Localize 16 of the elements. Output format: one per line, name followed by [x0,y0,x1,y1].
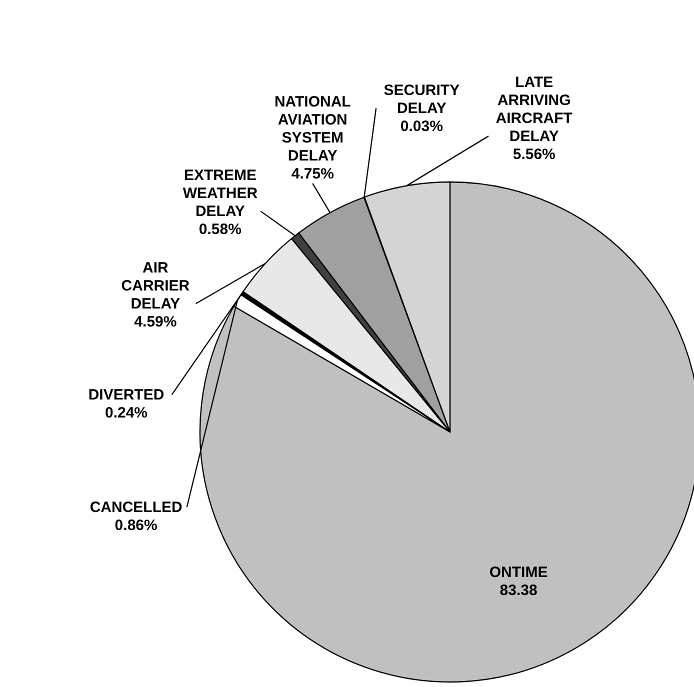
data-label: 4.75% [291,165,334,182]
data-label: 0.24% [104,404,148,422]
slice-label: SECURITY DELAY [384,82,460,118]
slice-label: LATE ARRIVING AIRCRAFT DELAY [496,74,572,146]
slice-label: ONTIME [489,564,548,582]
slice-label: DIVERTED [88,386,164,404]
slice-label: CANCELLED [90,499,182,516]
data-label: 4.59% [134,314,177,331]
data-label: 0.86% [114,517,158,534]
data-label: 0.58% [198,221,242,238]
slice-label: AIR CARRIER DELAY [121,260,190,313]
slice-label: NATIONAL AVIATION SYSTEM DELAY [274,93,351,164]
slice-label: EXTREME WEATHER DELAY [182,167,258,220]
data-label: 0.03% [400,118,443,136]
data-label: 83.38 [500,582,538,600]
data-label: 5.56% [512,146,556,164]
